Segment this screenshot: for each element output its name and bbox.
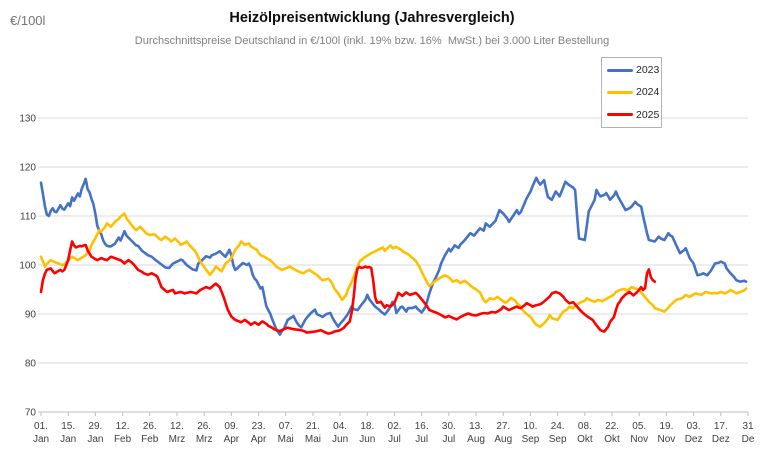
x-axis-tick-label-month: Apr — [251, 434, 267, 445]
x-axis-tick-label-day: 17. — [714, 421, 728, 432]
chart-legend: 2023 2024 2025 — [601, 57, 662, 128]
x-axis-tick-label-day: 12. — [170, 421, 184, 432]
x-axis-tick-label-month: Aug — [467, 434, 485, 445]
x-axis-tick-label-day: 13. — [469, 421, 483, 432]
legend-entry-2024: 2024 — [607, 86, 660, 99]
x-axis-tick-label-month: Nov — [658, 434, 676, 445]
x-axis-tick-label-day: 24. — [551, 421, 565, 432]
x-axis-tick-label-month: Aug — [494, 434, 512, 445]
series-line-2023 — [39, 176, 748, 336]
y-axis-tick-label: 110 — [20, 212, 36, 223]
x-axis-tick-label-day: 18. — [360, 421, 374, 432]
x-axis-tick-label-month: Jan — [33, 434, 49, 445]
y-axis-tick-label: 70 — [25, 408, 37, 419]
x-axis-tick-label-month: Jul — [415, 434, 428, 445]
x-axis-tick-label-month: Dez — [685, 434, 703, 445]
x-axis-tick-label-day: 02. — [388, 421, 402, 432]
x-axis-tick-label-month: Jul — [442, 434, 455, 445]
x-axis-tick-label-day: 12. — [116, 421, 130, 432]
legend-line-swatch-2023 — [607, 68, 633, 72]
series-line-2024 — [39, 212, 748, 329]
legend-entry-2025: 2025 — [607, 108, 660, 121]
x-axis-tick-label-day: 27. — [496, 421, 510, 432]
x-axis-tick-label-day: 01. — [34, 421, 48, 432]
x-axis-tick-label-day: 30. — [442, 421, 456, 432]
x-axis-tick-label-month: Mai — [278, 434, 294, 445]
series-line-2025 — [39, 240, 657, 335]
x-axis-tick-label-month: Okt — [577, 434, 593, 445]
x-axis-tick-label-month: Sep — [549, 434, 567, 445]
x-axis-tick-label-day: 26. — [143, 421, 157, 432]
y-axis-tick-label: 100 — [19, 261, 36, 272]
x-axis-tick-label-month: Apr — [224, 434, 240, 445]
x-axis-tick-label-day: 07. — [279, 421, 293, 432]
x-axis-tick-label-month: Jul — [388, 434, 401, 445]
x-axis-tick-label-month: Okt — [604, 434, 620, 445]
x-axis-tick-label-day: 04. — [333, 421, 347, 432]
chart-title: Heizölpreisentwicklung (Jahresvergleich) — [229, 10, 515, 26]
x-axis-tick-label-month: Mai — [305, 434, 321, 445]
x-axis-tick-label-day: 22. — [605, 421, 619, 432]
y-axis-tick-label: 80 — [25, 359, 37, 370]
y-axis-tick-label: 90 — [25, 310, 37, 321]
chart-subtitle: Durchschnittspreise Deutschland in €/100… — [134, 35, 610, 47]
x-axis-tick-label-day: 05. — [632, 421, 646, 432]
x-axis-tick-label-month: Dez — [712, 434, 730, 445]
x-axis-tick-label-month: Jan — [87, 434, 103, 445]
x-axis-tick-label-month: Mrz — [169, 434, 186, 445]
x-axis-tick-label-day: 03. — [687, 421, 701, 432]
legend-label-2025: 2025 — [636, 108, 660, 121]
legend-line-swatch-2024 — [607, 91, 633, 94]
legend-line-swatch-2025 — [607, 113, 633, 117]
x-axis-tick-label-day: 15. — [61, 421, 75, 432]
legend-label-2023: 2023 — [636, 64, 660, 76]
x-axis-tick-label-day: 08. — [578, 421, 592, 432]
x-axis-tick-label-month: Sep — [522, 434, 540, 445]
x-axis-tick-label-day: 23. — [252, 421, 266, 432]
x-axis-tick-label-day: 29. — [88, 421, 102, 432]
x-axis-tick-label-month: Mrz — [196, 434, 213, 445]
y-axis-tick-label: 120 — [19, 163, 36, 174]
x-axis-tick-label-month: Feb — [141, 434, 159, 445]
x-axis-tick-label-day: 21. — [306, 421, 320, 432]
x-axis-tick-label-month: Nov — [630, 434, 648, 445]
x-axis-tick-label-month: Jun — [332, 434, 348, 445]
x-axis-tick-label-day: 19. — [659, 421, 673, 432]
y-axis-unit-label: €/100l — [10, 13, 46, 28]
x-axis-tick-label-day: 10. — [524, 421, 538, 432]
x-axis-tick-label-month: Jun — [359, 434, 375, 445]
y-axis-tick-label: 130 — [19, 114, 36, 125]
x-axis-tick-label-day: 09. — [224, 421, 238, 432]
x-axis-tick-label-month: De — [742, 434, 755, 445]
legend-entry-2023: 2023 — [607, 64, 660, 76]
x-axis-tick-label-day: 16. — [415, 421, 429, 432]
x-axis-tick-label-day: 26. — [197, 421, 211, 432]
x-axis-tick-label-day: 31 — [742, 421, 754, 432]
x-axis-tick-label-month: Jan — [60, 434, 76, 445]
legend-label-2024: 2024 — [636, 86, 660, 99]
x-axis-tick-label-month: Feb — [114, 434, 132, 445]
